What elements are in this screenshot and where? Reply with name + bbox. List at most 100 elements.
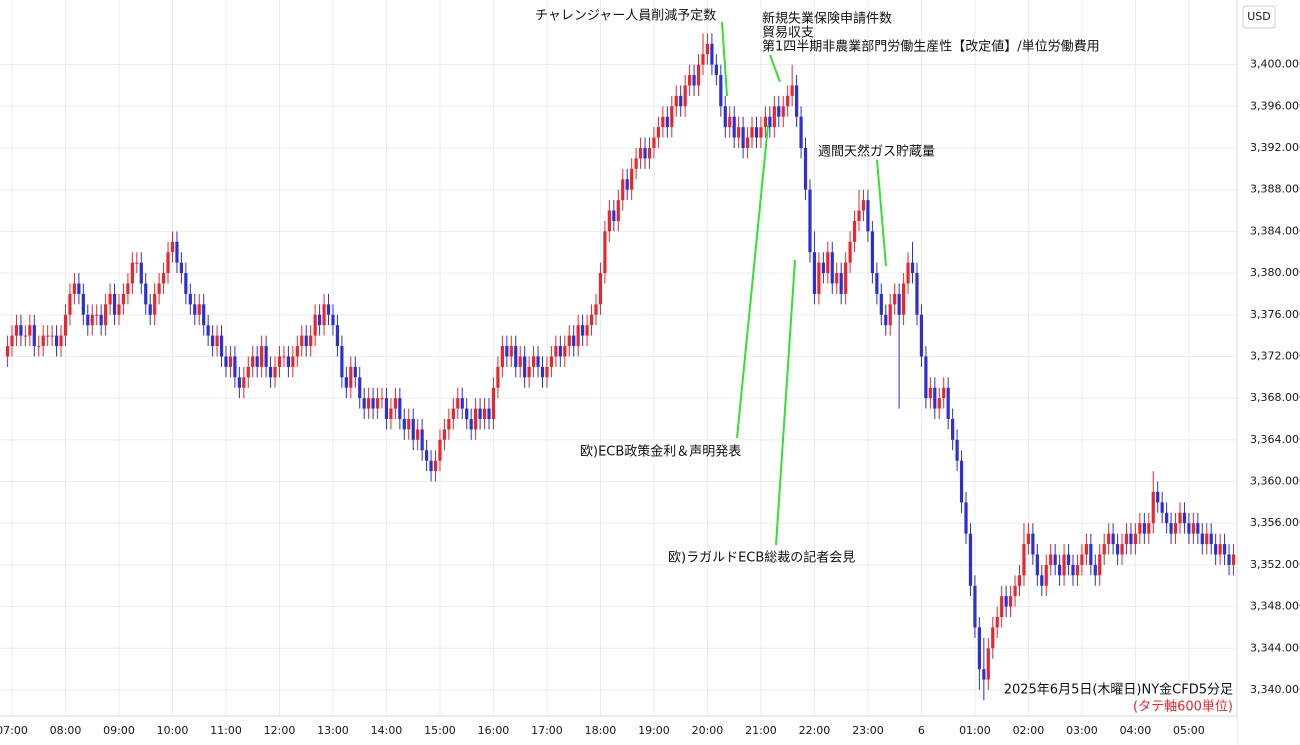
candle-body [380,398,384,400]
candle-body [251,356,255,367]
candle-body [982,669,986,680]
candle-body [893,293,897,305]
pointer [775,259,796,546]
currency-box[interactable] [1242,5,1276,29]
candle-body [5,346,10,357]
y-tick-label: 3,368.000 [1250,391,1300,404]
candle-body [211,335,215,347]
candle-body [558,346,562,357]
candle-body [304,335,308,347]
x-tick-label: 13:00 [317,724,349,737]
candle-body [144,283,148,305]
candle-body [1017,575,1022,586]
candle-body [630,168,634,190]
candle-body [554,346,558,357]
candle-body [723,106,727,128]
candle-body [656,127,661,138]
annotation: 新規失業保険申請件数 [762,11,892,27]
candle-body [964,502,968,534]
candle-body [215,335,219,347]
candle-body [384,398,389,419]
candle-body [393,398,397,409]
candle-body [277,356,282,367]
y-tick-label: 3,376.000 [1250,308,1300,321]
x-tick-label: 07:00 [0,724,28,737]
x-tick-label: 08:00 [50,724,82,737]
y-tick-label: 3,360.000 [1250,475,1300,488]
candle-body [233,356,237,378]
candle-body [505,346,509,357]
candle-body [309,335,313,347]
y-tick-label: 3,380.000 [1250,266,1300,279]
candle-body [63,314,68,336]
candle-body [625,179,629,190]
candle-body [1089,544,1093,565]
candle-body [848,241,852,263]
candle-body [737,127,741,138]
candle-body [482,408,487,419]
candle-body [86,314,90,326]
candle-body [117,304,121,315]
candle-body [870,231,874,274]
candle-body [812,252,817,294]
candle-body [1231,554,1236,565]
candle-body [1111,533,1115,545]
candle-body [688,75,692,86]
candle-body [318,314,322,326]
candle-body [518,356,522,367]
y-tick-label: 3,392.000 [1250,141,1300,154]
candle-body [826,252,830,274]
candle-body [915,273,919,315]
candle-body [188,293,192,305]
y-tick-label: 3,396.000 [1250,99,1300,112]
candle-body [1044,564,1048,586]
candle-body [1098,554,1102,576]
candle-body [478,408,482,419]
candle-body [175,241,179,263]
y-tick-label: 3,364.000 [1250,433,1300,446]
candle-body [487,408,491,419]
candle-body [264,346,268,367]
candle-body [1142,523,1146,534]
candle-body [135,262,139,264]
candle-body [10,335,14,347]
x-tick-label: 10:00 [157,724,189,737]
candle-body [1151,491,1155,524]
annotation: 第1四半期非農業部門労働生産性【改定値】/単位労働費用 [762,39,1100,55]
candle-body [197,304,201,315]
candle-body [371,398,375,409]
candle-body [1102,544,1106,555]
candle-body [1040,575,1044,586]
x-tick-label: 11:00 [210,724,242,737]
candle-body [674,95,678,107]
candle-body [429,460,433,472]
candle-body [768,116,772,128]
candle-body [1178,512,1182,524]
candle-body [474,408,478,430]
candle-body [844,262,848,294]
candle-body [1080,554,1084,565]
candle-body [72,283,77,294]
candle-body [1209,533,1213,545]
subcaption: (タテ軸600単位) [1133,699,1233,715]
candle-body [1129,533,1133,545]
candle-body [349,366,353,388]
candle-body [375,398,380,409]
candle-body [353,366,357,378]
candle-body [598,273,603,305]
candle-body [585,325,589,336]
candle-body [420,429,424,451]
candle-body [424,450,429,461]
candle-body [951,418,955,440]
candle-body [358,377,362,399]
candle-body [786,95,790,107]
candle-body [442,429,447,440]
candle-body [1120,544,1124,555]
candle-body [808,189,812,253]
candle-body [665,116,669,128]
candle-body [719,75,723,107]
candle-body [1115,544,1120,555]
candle-body [1214,544,1218,555]
candle-body [77,283,81,294]
candle-body [268,366,273,378]
